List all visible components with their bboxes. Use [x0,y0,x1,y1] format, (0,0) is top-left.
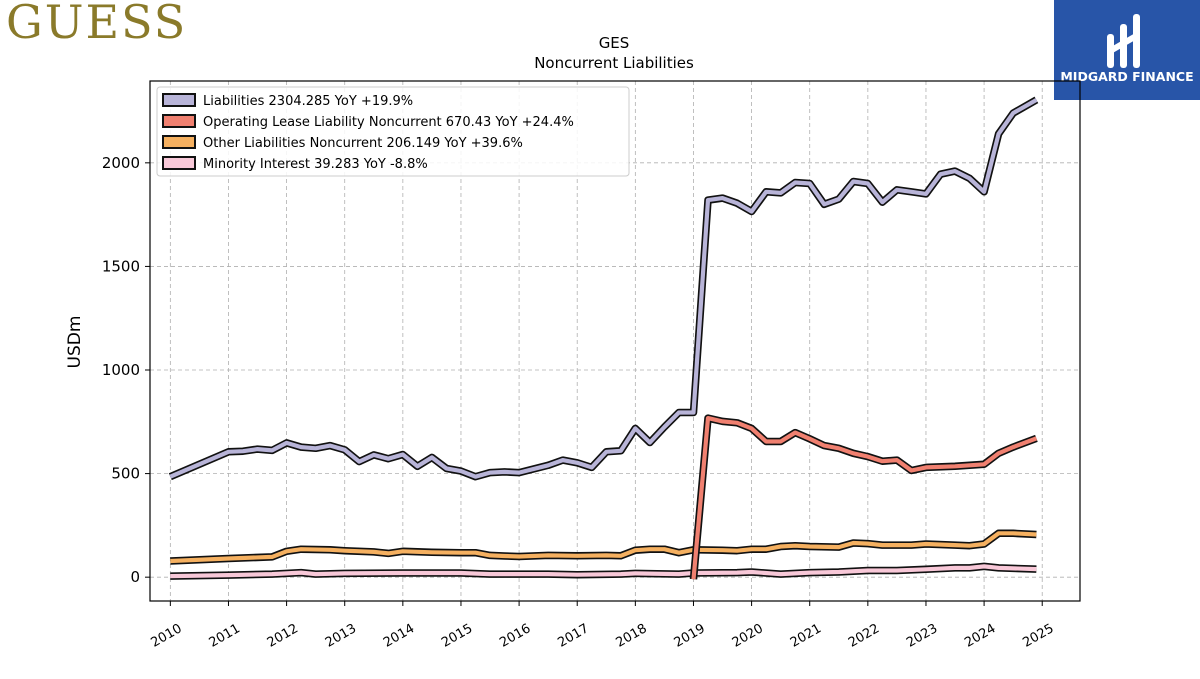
legend-label: Operating Lease Liability Noncurrent 670… [203,115,574,130]
series-other-liabilities-noncurrent [170,529,1037,565]
y-tick-label: 1500 [102,257,140,275]
legend-swatch [162,135,196,149]
chart-title: GES [599,34,630,52]
series-minority-interest [170,562,1037,580]
series-line [170,531,1037,564]
series-line [169,98,1038,479]
x-tick-label: 2025 [1020,621,1056,651]
x-tick-label: 2023 [904,621,940,651]
series-line [691,416,1038,580]
series-line [170,564,1037,579]
logo-caption: MIDGARD FINANCE [1060,69,1193,84]
brand-logo-text: GUESS [6,0,187,49]
x-tick-label: 2010 [149,621,185,651]
y-axis-label: USDm [65,316,85,369]
x-tick-label: 2022 [846,621,882,651]
x-tick-label: 2013 [323,621,359,651]
x-tick-label: 2012 [265,621,301,651]
legend-label: Liabilities 2304.285 YoY +19.9% [203,94,413,109]
y-tick-label: 500 [111,465,140,483]
midgard-finance-logo: MIDGARD FINANCE [1054,0,1200,100]
plot-frame [149,80,1081,602]
x-tick-label: 2015 [439,621,475,651]
x-tick-label: 2014 [381,621,417,651]
x-tick-label: 2020 [730,621,766,651]
y-tick-label: 2000 [102,154,140,172]
legend: Liabilities 2304.285 YoY +19.9% Operating… [156,86,630,177]
series-lines [168,96,1039,580]
y-tick-label: 0 [130,568,140,586]
chart-subtitle: Noncurrent Liabilities [534,54,694,72]
series-liabilities [168,96,1039,481]
y-tick-label: 1000 [102,361,140,379]
x-tick-label: 2017 [555,621,591,651]
x-tick-label: 2011 [207,621,243,651]
x-tick-label: 2016 [497,621,533,651]
legend-box [156,86,630,177]
x-tick-label: 2021 [788,621,824,651]
series-outline [689,414,1038,580]
legend-swatch [162,114,196,128]
legend-label: Minority Interest 39.283 YoY -8.8% [203,157,428,172]
x-tick-label: 2019 [672,621,708,651]
series-operating-lease-liability-noncurrent [689,414,1038,580]
x-tick-label: 2018 [614,621,650,651]
legend-swatch [162,93,196,107]
x-tick-label: 2024 [962,621,998,651]
midgard-mark-icon [1107,14,1140,68]
legend-swatch [162,156,196,170]
legend-label: Other Liabilities Noncurrent 206.149 YoY… [203,136,523,151]
